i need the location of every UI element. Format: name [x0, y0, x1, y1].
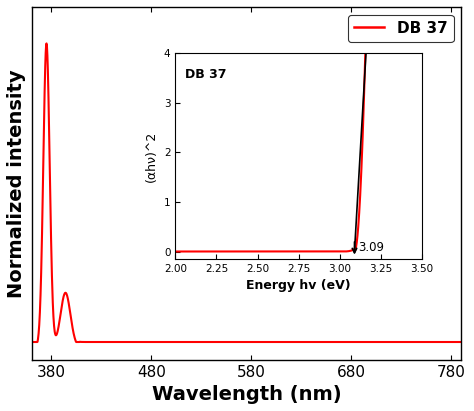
- X-axis label: Wavelength (nm): Wavelength (nm): [152, 385, 341, 404]
- Y-axis label: Normalized intensity: Normalized intensity: [7, 69, 26, 298]
- Text: DB 37: DB 37: [185, 68, 227, 81]
- Text: 3.09: 3.09: [359, 240, 384, 254]
- X-axis label: Energy hv (eV): Energy hv (eV): [246, 279, 351, 292]
- Legend: DB 37: DB 37: [348, 14, 454, 42]
- Y-axis label: (αhν)^2: (αhν)^2: [146, 131, 158, 182]
